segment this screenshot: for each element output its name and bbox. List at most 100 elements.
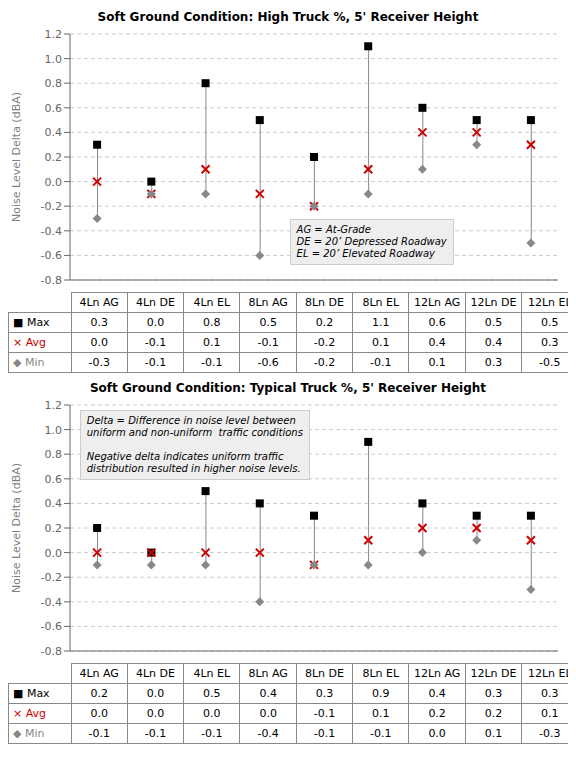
html-text:0.3: 0.3 (484, 356, 503, 369)
svg-text:0.4: 0.4 (45, 126, 63, 139)
html-text:-0.1: -0.1 (313, 707, 336, 720)
html-text:0.0: 0.0 (90, 707, 108, 720)
html-text:12Ln EL: 12Ln EL (527, 667, 572, 680)
svg-text:0.0: 0.0 (45, 547, 63, 560)
html-text:0.4: 0.4 (259, 687, 277, 700)
html-text:0.8: 0.8 (203, 316, 221, 329)
html-text:Soft Ground Condition: Typical: Soft Ground Condition: Typical Truck %, … (89, 381, 487, 395)
svg-text:1.0: 1.0 (45, 53, 63, 66)
html-text:0.2: 0.2 (90, 687, 108, 700)
html-text:0.1: 0.1 (203, 336, 221, 349)
html-text:0.1: 0.1 (372, 336, 390, 349)
html-text:-0.1: -0.1 (144, 356, 167, 369)
svg-text:-0.8: -0.8 (41, 274, 62, 287)
html-text:8Ln EL: 8Ln EL (362, 296, 400, 309)
html-text:-0.1: -0.1 (257, 336, 279, 349)
html-text:4Ln EL: 4Ln EL (193, 667, 231, 680)
svg-text:-0.4: -0.4 (41, 225, 62, 238)
html-text:-0.6: -0.6 (257, 356, 279, 369)
html-text:4Ln DE: 4Ln DE (136, 667, 175, 680)
html-text:Soft Ground Condition: High Tr: Soft Ground Condition: High Truck %, 5' … (97, 10, 479, 24)
html-text:4Ln DE: 4Ln DE (136, 296, 175, 309)
html-text:0.0: 0.0 (90, 336, 108, 349)
html-text:8Ln AG: 8Ln AG (248, 296, 288, 309)
html-text:0.3: 0.3 (484, 687, 503, 700)
html-text:-0.2: -0.2 (313, 356, 336, 369)
html-text:-0.3: -0.3 (88, 356, 110, 369)
html-text:0.0: 0.0 (146, 316, 165, 329)
html-text:AG = At-Grade DE = 20’ Depress: AG = At-Grade DE = 20’ Depressed Roadway… (296, 223, 447, 259)
html-text:0.4: 0.4 (428, 687, 446, 700)
svg-text:0.8: 0.8 (45, 77, 63, 90)
svg-text:0.2: 0.2 (45, 522, 63, 535)
html-text:12Ln DE: 12Ln DE (470, 667, 517, 680)
html-text:0.5: 0.5 (541, 316, 559, 329)
html-text:0.3: 0.3 (541, 687, 559, 700)
svg-text:0.6: 0.6 (45, 473, 63, 486)
svg-text:-0.8: -0.8 (41, 645, 62, 658)
html-text:0.2: 0.2 (484, 707, 503, 720)
html-text:◆ Min: ◆ Min (13, 356, 45, 369)
html-text:0.0: 0.0 (146, 707, 165, 720)
svg-text:-0.4: -0.4 (41, 596, 62, 609)
html-text:0.1: 0.1 (428, 356, 446, 369)
html-text:8Ln EL: 8Ln EL (362, 667, 400, 680)
html-text:■ Max: ■ Max (13, 687, 50, 700)
svg-text:-0.2: -0.2 (41, 200, 62, 213)
html-text:× Avg: × Avg (13, 336, 47, 349)
html-text:0.5: 0.5 (484, 316, 503, 329)
html-text:8Ln DE: 8Ln DE (305, 667, 344, 680)
html-text:0.5: 0.5 (259, 316, 277, 329)
html-text:4Ln EL: 4Ln EL (193, 296, 231, 309)
html-text:4Ln AG: 4Ln AG (79, 667, 119, 680)
html-text:-0.5: -0.5 (539, 356, 561, 369)
html-text:-0.1: -0.1 (370, 356, 392, 369)
html-text:0.6: 0.6 (428, 316, 446, 329)
html-text:-0.1: -0.1 (201, 727, 223, 740)
html-text:8Ln AG: 8Ln AG (248, 667, 288, 680)
svg-text:Noise Level Delta (dBA): Noise Level Delta (dBA) (10, 463, 23, 593)
html-text:0.3: 0.3 (315, 687, 334, 700)
html-text:0.0: 0.0 (203, 707, 221, 720)
html-text:0.1: 0.1 (541, 707, 559, 720)
html-text:-0.1: -0.1 (144, 336, 167, 349)
html-text:12Ln AG: 12Ln AG (413, 667, 461, 680)
html-text:8Ln DE: 8Ln DE (305, 296, 344, 309)
svg-text:0.4: 0.4 (45, 497, 63, 510)
html-text:0.0: 0.0 (146, 687, 165, 700)
html-text:0.4: 0.4 (484, 336, 503, 349)
html-text:0.5: 0.5 (203, 687, 221, 700)
svg-text:1.2: 1.2 (45, 28, 63, 41)
svg-text:0.0: 0.0 (45, 176, 63, 189)
html-text:1.1: 1.1 (372, 316, 390, 329)
html-text:12Ln EL: 12Ln EL (527, 296, 572, 309)
svg-text:1.2: 1.2 (45, 399, 63, 412)
html-text:0.2: 0.2 (315, 316, 334, 329)
html-text:Delta = Difference in noise le: Delta = Difference in noise level betwee… (86, 414, 303, 474)
svg-text:-0.6: -0.6 (41, 249, 62, 262)
svg-text:1.0: 1.0 (45, 424, 63, 437)
html-text:0.4: 0.4 (428, 336, 446, 349)
html-text:0.3: 0.3 (541, 336, 559, 349)
html-text:12Ln AG: 12Ln AG (413, 296, 461, 309)
html-text:0.0: 0.0 (259, 707, 277, 720)
html-text:-0.1: -0.1 (201, 356, 223, 369)
html-text:× Avg: × Avg (13, 707, 47, 720)
html-text:0.2: 0.2 (428, 707, 446, 720)
html-text:0.9: 0.9 (372, 687, 390, 700)
html-text:4Ln AG: 4Ln AG (79, 296, 119, 309)
svg-text:Noise Level Delta (dBA): Noise Level Delta (dBA) (10, 92, 23, 222)
html-text:0.3: 0.3 (90, 316, 108, 329)
html-text:-0.1: -0.1 (88, 727, 110, 740)
html-text:0.1: 0.1 (372, 707, 390, 720)
svg-text:-0.6: -0.6 (41, 620, 62, 633)
html-text:12Ln DE: 12Ln DE (470, 296, 517, 309)
html-text:-0.2: -0.2 (313, 336, 336, 349)
html-text:-0.1: -0.1 (144, 727, 167, 740)
svg-text:0.6: 0.6 (45, 102, 63, 115)
svg-text:-0.2: -0.2 (41, 571, 62, 584)
html-text:◆ Min: ◆ Min (13, 727, 45, 740)
html-text:■ Max: ■ Max (13, 316, 50, 329)
svg-text:0.2: 0.2 (45, 151, 63, 164)
svg-text:0.8: 0.8 (45, 448, 63, 461)
